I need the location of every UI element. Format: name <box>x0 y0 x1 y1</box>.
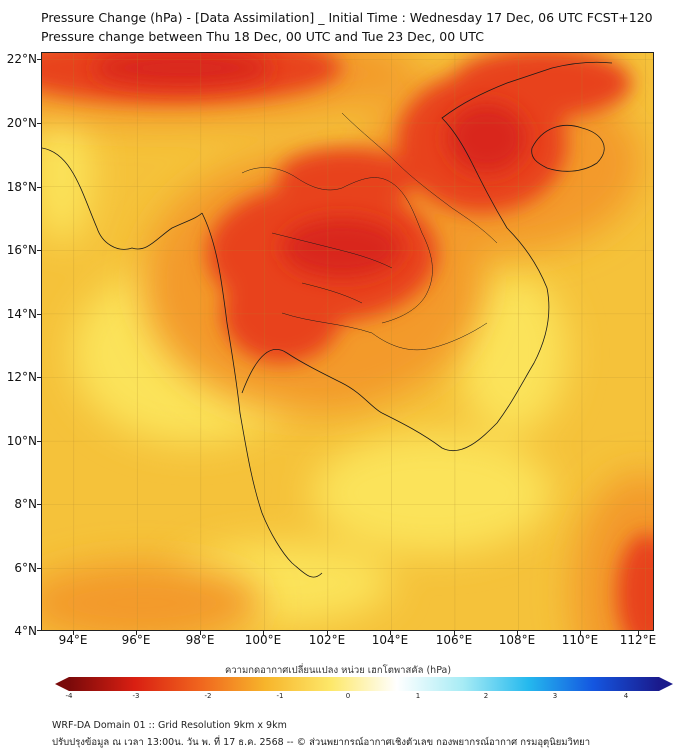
colorbar-tick-label: -1 <box>276 692 284 700</box>
footer-model-info: WRF-DA Domain 01 :: Grid Resolution 9km … <box>52 720 287 731</box>
dark-red-areas <box>92 53 527 278</box>
lon-label-112: 112°E <box>619 633 657 647</box>
lat-tick <box>37 441 41 442</box>
lat-label-12: 12°N <box>6 370 37 384</box>
map-subtitle: Pressure change between Thu 18 Dec, 00 U… <box>41 29 484 44</box>
lat-label-16: 16°N <box>6 243 37 257</box>
lon-label-108: 108°E <box>498 633 536 647</box>
lat-tick <box>37 250 41 251</box>
lon-label-96: 96°E <box>121 633 151 647</box>
map-title: Pressure Change (hPa) - [Data Assimilati… <box>41 10 653 25</box>
lon-tick <box>136 631 137 635</box>
graticule <box>42 53 653 630</box>
colorbar-caption: ความกดอากาศเปลี่ยนแปลง หน่วย เฮกโตพาสคัล… <box>224 665 452 676</box>
lat-tick <box>37 187 41 188</box>
lon-label-94: 94°E <box>58 633 88 647</box>
lon-label-102: 102°E <box>308 633 346 647</box>
lat-tick <box>37 504 41 505</box>
colorbar-gradient <box>69 677 659 691</box>
lat-tick <box>37 314 41 315</box>
colorbar-right-arrow <box>659 677 673 691</box>
colorbar-tick-label: -2 <box>204 692 212 700</box>
lat-label-4: 4°N <box>14 624 37 638</box>
lat-label-6: 6°N <box>14 561 37 575</box>
lon-tick <box>73 631 74 635</box>
lat-label-10: 10°N <box>6 434 37 448</box>
lat-label-18: 18°N <box>6 180 37 194</box>
lon-label-98: 98°E <box>185 633 215 647</box>
lon-tick <box>517 631 518 635</box>
lon-label-106: 106°E <box>435 633 473 647</box>
lat-tick <box>37 630 41 631</box>
lat-label-14: 14°N <box>6 307 37 321</box>
lat-tick <box>37 377 41 378</box>
footer-update-credit: ปรับปรุงข้อมูล ณ เวลา 13:00น. วัน พ. ที่… <box>52 737 591 748</box>
coastlines-and-borders <box>42 61 613 578</box>
lon-tick <box>638 631 639 635</box>
lat-tick <box>37 568 41 569</box>
lat-label-20: 20°N <box>6 116 37 130</box>
map-canvas <box>42 53 653 630</box>
colorbar-tick-label: 2 <box>483 692 489 700</box>
colorbar-tick-label: 3 <box>552 692 558 700</box>
colorbar-tick-label: 1 <box>415 692 421 700</box>
lon-label-104: 104°E <box>371 633 409 647</box>
colorbar-left-arrow <box>55 677 69 691</box>
lon-tick <box>580 631 581 635</box>
lat-label-22: 22°N <box>6 52 37 66</box>
lat-label-8: 8°N <box>14 497 37 511</box>
colorbar-tick-label: 4 <box>623 692 629 700</box>
pressure-change-map <box>41 52 654 631</box>
lon-tick <box>454 631 455 635</box>
lon-tick <box>200 631 201 635</box>
lon-tick <box>327 631 328 635</box>
lon-tick <box>390 631 391 635</box>
lon-label-100: 100°E <box>244 633 282 647</box>
colorbar-tick-label: 0 <box>345 692 351 700</box>
colorbar <box>55 677 673 691</box>
lat-tick <box>37 59 41 60</box>
lon-tick <box>263 631 264 635</box>
lon-label-110: 110°E <box>561 633 599 647</box>
colorbar-tick-label: -3 <box>132 692 140 700</box>
colorbar-tick-label: -4 <box>65 692 73 700</box>
lat-tick <box>37 123 41 124</box>
